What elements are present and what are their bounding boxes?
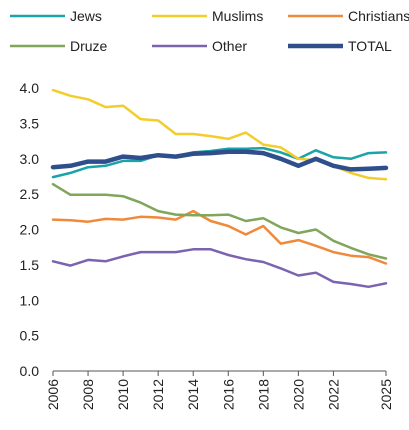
y-tick-label: 0.5	[20, 328, 40, 344]
y-tick-label: 2.5	[20, 186, 40, 202]
y-tick-label: 1.5	[20, 257, 40, 273]
y-tick-label: 0.0	[20, 363, 40, 379]
axes: 0.0 0.5 1.0 1.5 2.0 2.5 3.0 3.5 4.0 2006 2008 2010 2…	[20, 80, 394, 410]
y-tick-label: 3.0	[20, 151, 40, 167]
series-line-christians	[51, 209, 388, 265]
x-tick-label: 2022	[325, 379, 341, 410]
legend-label-muslims: Muslims	[212, 8, 263, 24]
series-line-jews	[51, 146, 388, 179]
y-tick-label: 2.0	[20, 222, 40, 238]
legend-label-total: TOTAL	[348, 38, 392, 54]
x-tick-label: 2008	[80, 379, 96, 410]
y-tick-label: 3.5	[20, 115, 40, 131]
y-tick-label: 4.0	[20, 80, 40, 96]
legend: Jews Muslims Christians Druze Other TOTAL	[10, 8, 409, 54]
legend-label-other: Other	[212, 38, 247, 54]
y-tick-label: 1.0	[20, 292, 40, 308]
series-line-other	[51, 248, 388, 289]
x-tick-label: 2012	[150, 379, 166, 410]
legend-label-christians: Christians	[348, 8, 409, 24]
legend-label-druze: Druze	[70, 38, 108, 54]
x-tick-label: 2010	[115, 379, 131, 410]
x-tick-label: 2018	[255, 379, 271, 410]
x-tick-label: 2025	[378, 379, 394, 410]
series-line-total	[50, 149, 389, 172]
x-tick-label: 2016	[220, 379, 236, 410]
series-lines	[50, 88, 389, 289]
x-tick-label: 2020	[290, 379, 306, 410]
series-line-druze	[51, 182, 388, 260]
x-tick-label: 2006	[45, 379, 61, 410]
x-tick-label: 2014	[185, 379, 201, 410]
legend-label-jews: Jews	[70, 8, 102, 24]
